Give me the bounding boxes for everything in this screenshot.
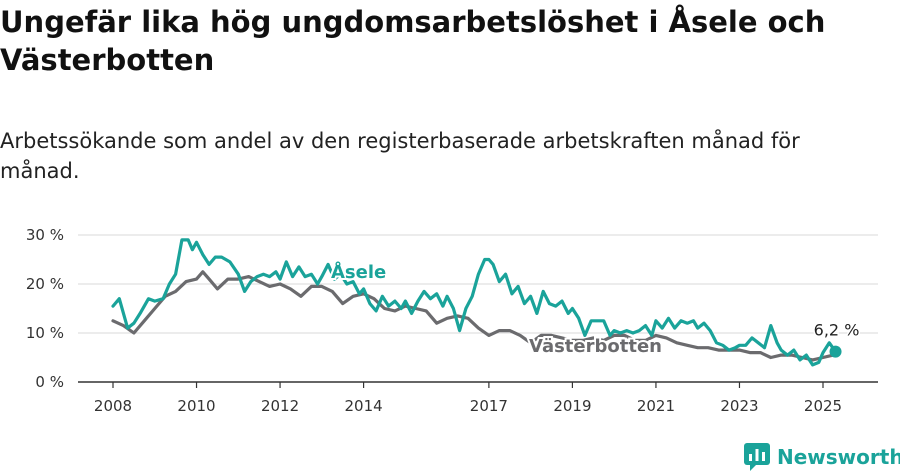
x-tick-label: 2014 xyxy=(344,397,382,415)
x-tick-label: 2010 xyxy=(177,397,215,415)
asele-line xyxy=(111,238,838,367)
y-axis-ticks: 0 % 10 % 20 % 30 % xyxy=(26,226,64,391)
x-tick-label: 2021 xyxy=(637,397,675,415)
vasterbotten-series-label: Västerbotten xyxy=(529,336,662,357)
x-tick-label: 2025 xyxy=(804,397,842,415)
newsworthy-chart-icon xyxy=(744,443,770,471)
series-lines xyxy=(111,238,838,367)
newsworthy-logo: Newsworthy xyxy=(744,440,900,474)
x-axis: 2008 2010 2012 2014 2017 2019 2021 2023 2025 xyxy=(78,381,878,415)
series-labels: Åsele Västerbotten 6,2 % xyxy=(329,258,861,359)
y-tick-label: 0 % xyxy=(35,373,64,391)
x-tick-label: 2008 xyxy=(94,397,132,415)
asele-series-label: Åsele xyxy=(331,260,386,283)
chart-title: Ungefär lika hög ungdomsarbetslöshet i Å… xyxy=(0,5,826,77)
x-tick-label: 2019 xyxy=(553,397,591,415)
gridlines xyxy=(78,234,878,334)
x-tick-label: 2017 xyxy=(470,397,508,415)
y-tick-label: 30 % xyxy=(26,226,64,244)
end-point-marker xyxy=(829,345,842,358)
chart-subtitle: Arbetssökande som andel av den registerb… xyxy=(0,129,800,183)
y-tick-label: 10 % xyxy=(26,324,64,342)
x-tick-label: 2012 xyxy=(261,397,299,415)
vasterbotten-line xyxy=(111,270,836,362)
logo-text: Newsworthy xyxy=(777,445,900,469)
y-tick-label: 20 % xyxy=(26,275,64,293)
x-tick-label: 2023 xyxy=(720,397,758,415)
end-value-label: 6,2 % xyxy=(814,321,860,340)
